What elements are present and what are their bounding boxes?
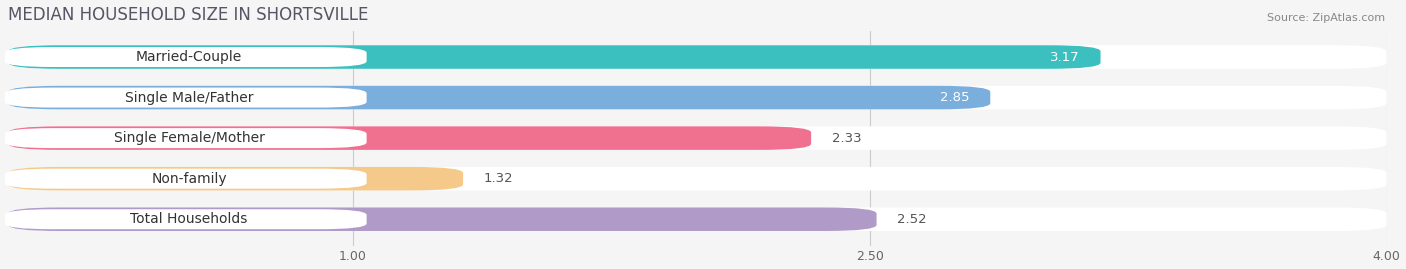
FancyBboxPatch shape (4, 88, 367, 108)
FancyBboxPatch shape (8, 45, 1101, 69)
FancyBboxPatch shape (4, 209, 367, 229)
FancyBboxPatch shape (8, 167, 1386, 190)
Text: Single Female/Mother: Single Female/Mother (114, 131, 264, 145)
Text: 1.32: 1.32 (484, 172, 513, 185)
FancyBboxPatch shape (8, 86, 990, 109)
FancyBboxPatch shape (8, 167, 463, 190)
FancyBboxPatch shape (4, 47, 367, 67)
FancyBboxPatch shape (8, 207, 1386, 231)
Text: 2.85: 2.85 (941, 91, 970, 104)
Text: Source: ZipAtlas.com: Source: ZipAtlas.com (1267, 13, 1385, 23)
Text: 2.33: 2.33 (832, 132, 862, 145)
FancyBboxPatch shape (4, 128, 367, 148)
Text: Single Male/Father: Single Male/Father (125, 91, 253, 105)
Text: 2.52: 2.52 (897, 213, 927, 226)
FancyBboxPatch shape (8, 86, 1386, 109)
Text: Married-Couple: Married-Couple (136, 50, 242, 64)
Text: MEDIAN HOUSEHOLD SIZE IN SHORTSVILLE: MEDIAN HOUSEHOLD SIZE IN SHORTSVILLE (8, 6, 368, 24)
FancyBboxPatch shape (8, 126, 811, 150)
Text: 3.17: 3.17 (1050, 51, 1080, 63)
FancyBboxPatch shape (4, 169, 367, 189)
FancyBboxPatch shape (8, 207, 876, 231)
Text: Non-family: Non-family (152, 172, 226, 186)
FancyBboxPatch shape (8, 45, 1386, 69)
Text: Total Households: Total Households (131, 212, 247, 226)
FancyBboxPatch shape (8, 126, 1386, 150)
